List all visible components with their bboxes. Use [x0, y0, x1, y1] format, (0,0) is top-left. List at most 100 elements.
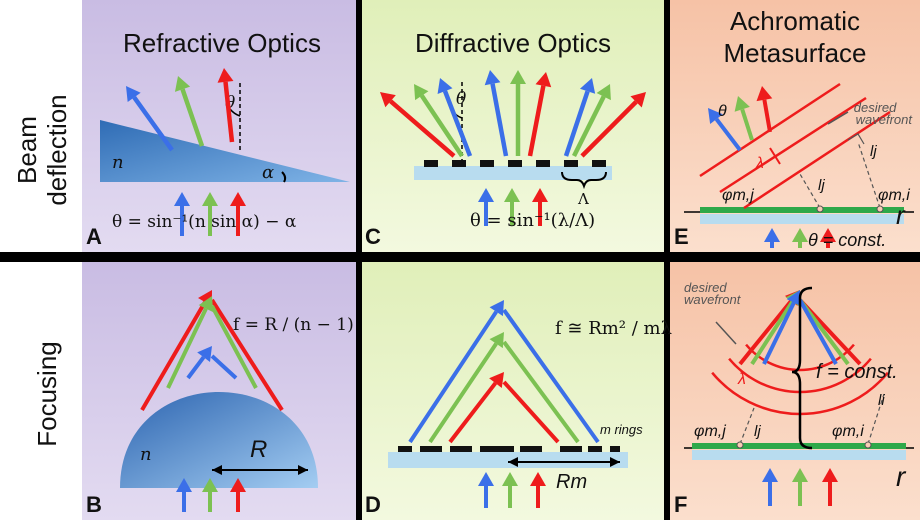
focusing-ray: [186, 346, 212, 380]
diffracted-arrows: [380, 70, 646, 158]
incident-arrow: [176, 478, 192, 512]
svg-text:Beam: Beam: [12, 116, 42, 184]
incident-arrow: [230, 478, 246, 512]
grating-tooth: [536, 160, 550, 167]
meta-atom: [876, 205, 884, 213]
deflected-arrows: [708, 86, 773, 152]
panel-label-c: C: [365, 224, 381, 249]
zone-ring: [398, 446, 412, 452]
focusing-ray: [428, 332, 504, 444]
focusing-ray: [166, 296, 214, 389]
radius-arrowhead-left: [212, 465, 222, 475]
grating-tooth: [480, 160, 494, 167]
zone-ring: [610, 446, 620, 452]
incident-arrow: [822, 468, 838, 506]
ring-radius-arrowhead-right: [610, 457, 620, 467]
row-label-focusing: Focusing: [32, 341, 62, 447]
panel-d: f ≅ Rm² / mλ m rings Rm D: [365, 300, 672, 517]
diffracted-arrow: [527, 72, 552, 157]
angle-theta-label: θ: [718, 103, 727, 120]
incident-arrow: [792, 228, 808, 248]
incident-arrow: [504, 188, 520, 226]
panel-a: n α θ A θ = sin⁻¹(n sin α) − α: [86, 68, 350, 249]
equation-f: f = const.: [816, 361, 898, 383]
metasurface-layer: [700, 207, 904, 213]
focal-length-brace: [791, 286, 813, 450]
panel-c: θ Λ C θ = sin⁻¹(λ/Λ): [365, 70, 646, 249]
refracted-arrow-green: [174, 76, 205, 147]
converging-arrows: [738, 290, 862, 366]
path-length-label-j: lj: [754, 423, 761, 440]
panel-b: f = R / (n − 1) n R B: [86, 290, 354, 517]
converging-ray-down: [798, 299, 838, 365]
path-length-markers: [736, 393, 885, 449]
desired-wavefront-label: desired wavefront: [854, 100, 914, 127]
angle-theta-label: θ: [456, 89, 466, 109]
radius-label: R: [250, 436, 267, 463]
desired-wavefront-label: desired wavefront: [684, 280, 742, 307]
equation-e: θ = const.: [808, 230, 886, 250]
panel-label-a: A: [86, 224, 102, 249]
metasurface-substrate: [692, 450, 906, 460]
equation-d: f ≅ Rm² / mλ: [555, 318, 672, 339]
incident-arrow: [762, 468, 778, 506]
ring-radius-label: Rm: [556, 471, 587, 493]
panel-label-f: F: [674, 492, 687, 517]
column-header-diffractive: Diffractive Optics: [415, 28, 611, 58]
zone-ring: [420, 446, 442, 452]
zone-ring: [560, 446, 582, 452]
ring-radius-arrowhead-left: [508, 457, 518, 467]
meta-atom: [816, 205, 824, 213]
focusing-ray-down: [502, 340, 580, 444]
path-length-dash: [857, 141, 881, 209]
zone-plate-rings: [398, 446, 620, 452]
zone-ring: [450, 446, 472, 452]
equation-c: θ = sin⁻¹(λ/Λ): [470, 210, 595, 231]
panel-label-e: E: [674, 224, 689, 249]
grating-tooth: [452, 160, 466, 167]
focusing-ray: [448, 372, 504, 444]
phase-label-i: φm,i: [878, 187, 910, 204]
incident-arrows: [174, 192, 246, 236]
incident-arrow: [820, 228, 836, 248]
radius-arrowhead-right: [298, 465, 308, 475]
diffracted-arrow: [437, 78, 473, 157]
grating-period-label: Λ: [577, 190, 589, 208]
incident-arrow: [202, 478, 218, 512]
path-length-dash: [867, 393, 885, 445]
refracted-arrow-red: [217, 68, 235, 143]
diffracted-arrow: [580, 92, 646, 158]
zone-plate-substrate: [388, 452, 628, 468]
refracted-arrows: [126, 68, 235, 152]
phase-label-j: φm,j: [694, 423, 726, 440]
focusing-ray: [408, 300, 504, 444]
row-label-beam-deflection: Beam deflection: [12, 94, 72, 205]
focusing-rays: [140, 290, 284, 412]
incident-arrow: [764, 228, 780, 248]
incident-arrow: [502, 472, 518, 508]
metasurface-substrate: [700, 214, 904, 224]
panel-a-background: [82, 0, 356, 252]
diffracted-arrow: [563, 78, 596, 157]
period-brace: [561, 171, 607, 190]
panel-e: θ λ desired wavefront φm,j φm,i lj lj r …: [674, 82, 914, 250]
grating-teeth: [424, 160, 606, 167]
desired-wavefront-pointer: [715, 321, 737, 345]
wavelength-bracket: [769, 147, 781, 165]
column-header-achromatic: Achromatic Metasurface: [723, 6, 866, 68]
angle-alpha-arc: [281, 171, 287, 183]
incident-arrow: [478, 472, 494, 508]
converging-ray: [762, 290, 802, 365]
grating-substrate: [414, 166, 612, 180]
wavelength-label: λ: [737, 371, 746, 388]
panel-label-b: B: [86, 492, 102, 517]
deflected-arrow-blue: [708, 108, 742, 152]
diffracted-arrow: [380, 92, 456, 158]
svg-text:Achromatic: Achromatic: [730, 6, 860, 36]
equation-a: θ = sin⁻¹(n sin α) − α: [112, 212, 297, 232]
panel-f: f = const. desired wavefront λ φm,j lj φ…: [674, 280, 914, 517]
phase-label-i: φm,i: [832, 423, 864, 440]
grating-tooth: [564, 160, 578, 167]
plano-convex-lens: [120, 392, 318, 488]
